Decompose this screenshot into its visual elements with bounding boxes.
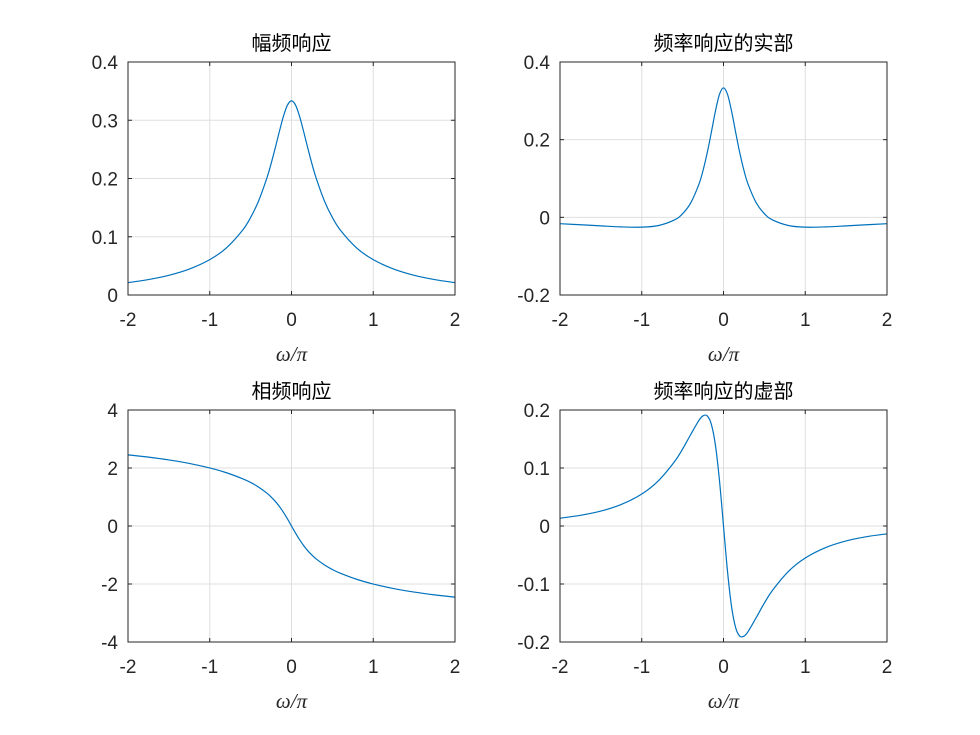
x-tick-label: 2 [882,657,893,678]
x-tick-label: -1 [201,310,218,331]
data-line [559,87,888,228]
y-tick-label: 0.4 [92,53,119,74]
x-tick-label: 2 [882,310,893,331]
y-tick-label: 0.4 [524,53,551,74]
x-tick-label: 0 [286,310,297,331]
y-tick-label: -0.2 [517,286,550,307]
x-tick-label: 0 [718,310,729,331]
x-tick-label: 1 [800,310,811,331]
data-line [559,414,888,638]
x-axis-label: ω/π [276,689,308,713]
x-tick-label: 1 [800,657,811,678]
y-tick-label: 0 [539,208,550,229]
subplot-title: 相频响应 [252,379,332,403]
y-tick-label: 0.2 [92,170,118,191]
y-tick-label: -0.1 [517,575,550,596]
x-tick-label: 0 [286,657,297,678]
y-tick-label: 0 [107,517,118,538]
x-tick-label: -1 [201,657,218,678]
x-tick-label: -1 [633,310,650,331]
y-tick-label: -2 [101,575,118,596]
x-tick-label: 1 [368,310,379,331]
subplot-title: 频率响应的实部 [654,31,794,55]
x-tick-label: 1 [368,657,379,678]
x-tick-label: -2 [552,657,569,678]
y-tick-label: 4 [107,401,118,422]
data-line [127,100,456,284]
y-tick-label: 0 [539,517,550,538]
y-tick-label: 0.1 [92,228,118,249]
x-tick-label: -2 [552,310,569,331]
subplot-title: 幅频响应 [252,31,332,55]
y-tick-label: 0 [107,286,118,307]
y-tick-label: 0.3 [92,111,118,132]
x-tick-label: -2 [120,310,137,331]
subplot-2: -2 -1 0 1 2 -0.2 0 0.2 0.4 频率响应的实部 ω/π [517,31,892,366]
subplot-4: -2 -1 0 1 2 -0.2 -0.1 0 0.1 0.2 频率响应的虚部 ω/π [517,379,892,713]
x-tick-label: -2 [120,657,137,678]
y-tick-label: 0.1 [524,459,550,480]
y-tick-label: -0.2 [517,633,550,654]
x-axis-label: ω/π [708,342,740,366]
x-axis-label: ω/π [276,342,308,366]
y-tick-label: -4 [101,633,118,654]
x-tick-label: 0 [718,657,729,678]
x-tick-label: -1 [633,657,650,678]
y-tick-label: 0.2 [524,401,550,422]
x-tick-label: 2 [450,310,461,331]
subplot-1: -2 -1 0 1 2 0 0.1 0.2 0.3 0.4 幅频响应 ω/π [92,31,461,366]
x-tick-label: 2 [450,657,461,678]
subplot-title: 频率响应的虚部 [654,379,794,403]
x-axis-label: ω/π [708,689,740,713]
y-tick-label: 2 [107,459,118,480]
y-tick-label: 0.2 [524,131,550,152]
data-line [127,454,456,598]
